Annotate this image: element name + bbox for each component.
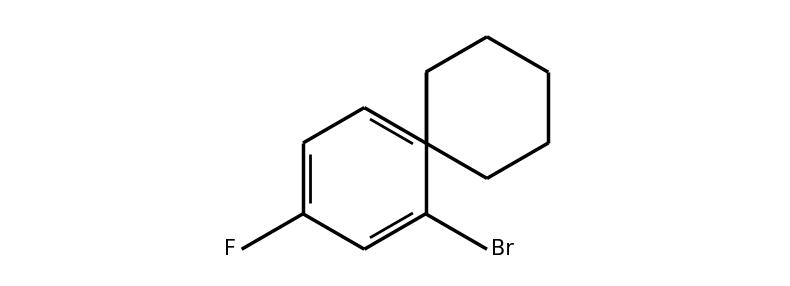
Text: Br: Br: [491, 239, 514, 259]
Text: F: F: [224, 239, 236, 259]
